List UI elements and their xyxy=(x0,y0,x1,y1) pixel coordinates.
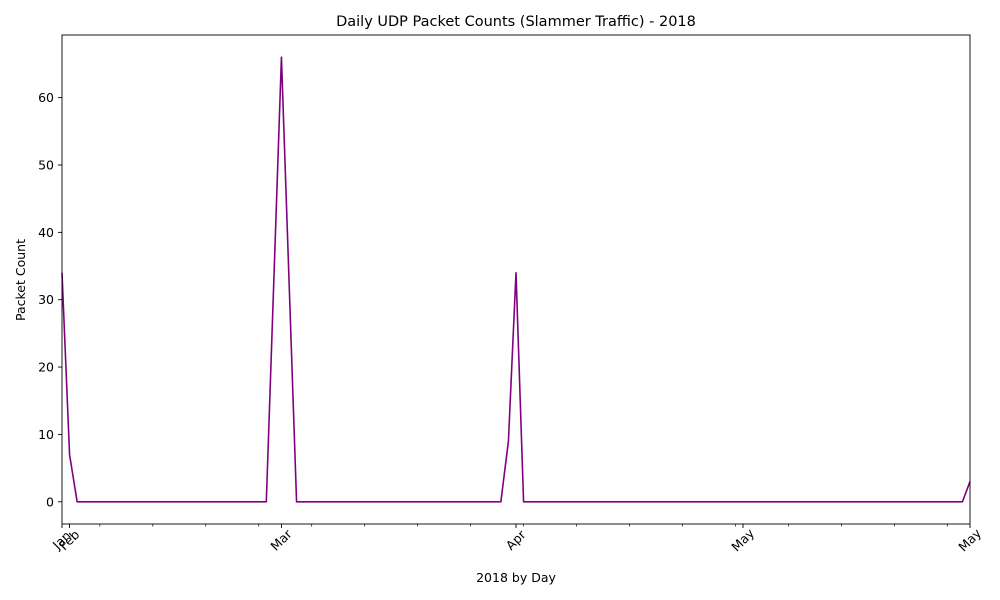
series-line xyxy=(61,56,971,503)
y-tick-label: 20 xyxy=(38,360,54,375)
y-tick-label: 60 xyxy=(38,90,54,105)
y-tick-label: 50 xyxy=(38,157,54,172)
y-tick-label: 10 xyxy=(38,427,54,442)
chart-title: Daily UDP Packet Counts (Slammer Traffic… xyxy=(336,14,696,30)
x-tick-label: Mar xyxy=(267,526,295,554)
plot-area-frame xyxy=(61,34,971,525)
y-tick-label: 0 xyxy=(46,494,54,509)
x-axis-label: 2018 by Day xyxy=(476,570,556,585)
x-tick-label: Apr xyxy=(503,526,530,553)
x-tick-label: May xyxy=(728,525,757,554)
y-axis-ticks: 0 10 20 30 40 50 60 xyxy=(38,90,62,509)
y-tick-label: 30 xyxy=(38,292,54,307)
y-tick-label: 40 xyxy=(38,225,54,240)
x-tick-label: May xyxy=(955,525,984,554)
y-axis-label: Packet Count xyxy=(13,239,28,321)
